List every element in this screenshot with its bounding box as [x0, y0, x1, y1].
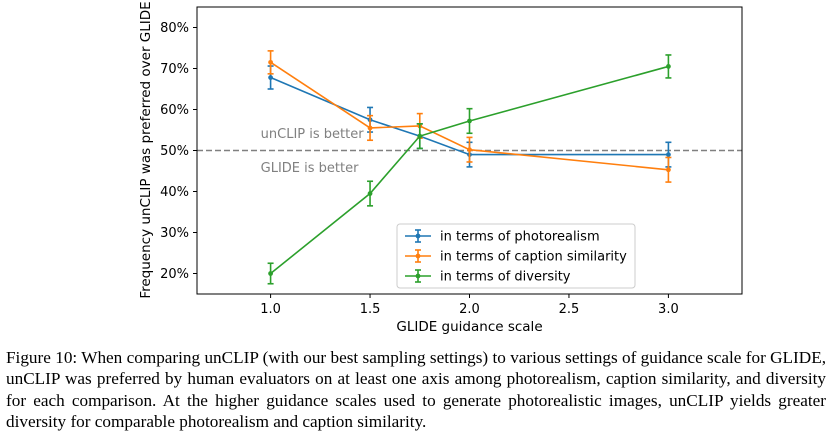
ticks: 1.0 1.5 2.0 2.5 3.0 20% 30% 40% 50% 60% 70% 80% [160, 21, 679, 317]
data-point [467, 118, 472, 124]
annotation-label: unCLIP is better [261, 127, 365, 142]
data-point [666, 152, 671, 158]
legend-entry-label: in terms of photorealism [440, 230, 600, 245]
y-tick-label: 60% [160, 103, 189, 118]
x-axis-label: GLIDE guidance scale [396, 319, 542, 335]
legend-entry-label: in terms of caption similarity [440, 250, 627, 265]
legend-box [396, 223, 636, 289]
data-point [268, 75, 273, 80]
y-tick-label: 70% [160, 62, 189, 77]
data-point [367, 125, 373, 131]
x-tick-label: 2.0 [459, 302, 480, 317]
y-tick-label: 50% [160, 144, 189, 159]
annotation-label: GLIDE is better [261, 161, 359, 176]
data-point [417, 133, 423, 139]
data-point [268, 59, 273, 65]
chart: unCLIP is better GLIDE is better 1.0 1.5 2.… [138, 1, 743, 335]
legend-swatch-point [415, 233, 421, 239]
x-tick-label: 1.0 [260, 302, 281, 317]
x-tick-label: 1.5 [360, 302, 381, 317]
y-tick-label: 80% [160, 21, 189, 36]
plot-content: unCLIP is better GLIDE is better [197, 50, 742, 285]
data-point [268, 271, 273, 276]
figure-caption: Figure 10: When comparing unCLIP (with o… [6, 348, 826, 432]
legend-entry-label: in terms of diversity [440, 270, 571, 285]
data-point [666, 167, 671, 173]
data-point [467, 147, 472, 153]
y-tick-label: 30% [160, 226, 189, 241]
x-tick-label: 3.0 [658, 302, 679, 317]
data-point [666, 64, 671, 69]
legend-swatch-point [415, 273, 421, 279]
y-axis-label: Frequency unCLIP was preferred over GLID… [138, 1, 154, 298]
legend: in terms of photorealism in terms of capt… [396, 223, 636, 289]
legend-swatch-point [415, 253, 421, 259]
y-tick-label: 20% [160, 267, 189, 282]
y-tick-label: 40% [160, 185, 189, 200]
x-tick-label: 2.5 [559, 302, 580, 317]
data-point [367, 191, 373, 196]
